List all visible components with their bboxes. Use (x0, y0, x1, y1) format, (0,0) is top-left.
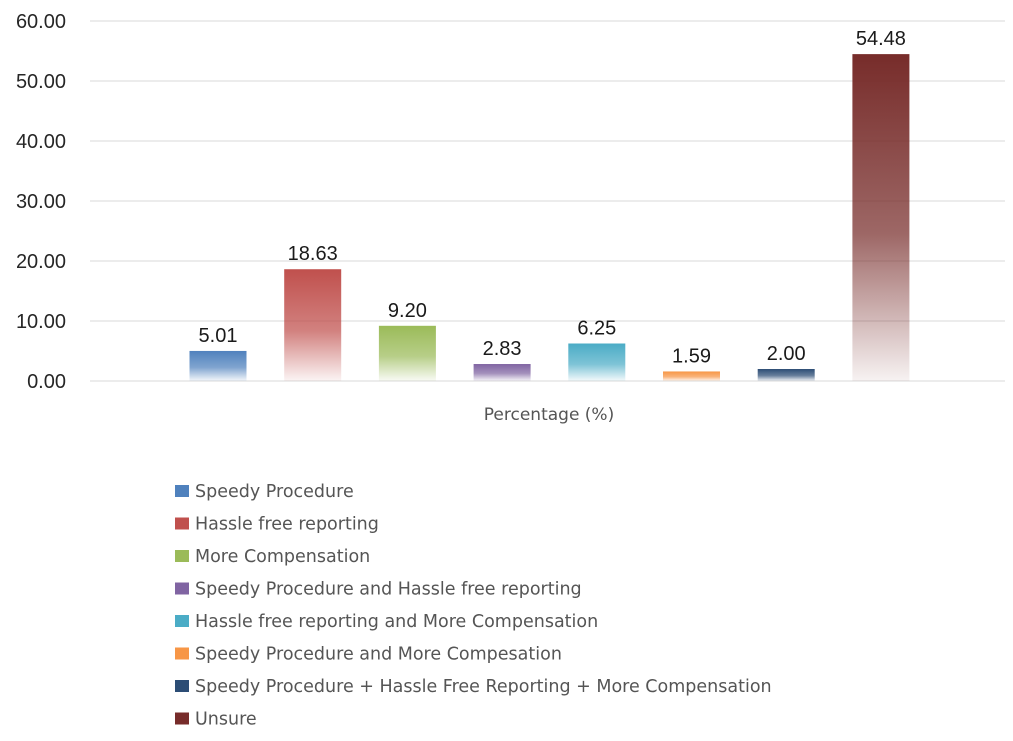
bar (284, 269, 342, 381)
legend-swatch (175, 680, 189, 692)
legend-item: Speedy Procedure and More Compesation (175, 645, 562, 665)
legend-item: Speedy Procedure (175, 482, 354, 502)
data-label: 6.25 (577, 318, 616, 340)
y-tick-label: 0.00 (27, 371, 66, 393)
y-axis-tick-labels: 0.00 10.00 20.00 30.00 40.00 50.00 60.00 (16, 11, 66, 393)
data-label: 1.59 (672, 345, 711, 367)
legend-swatch (175, 582, 189, 595)
bars (189, 54, 910, 382)
data-label: 54.48 (856, 28, 906, 50)
y-tick-label: 20.00 (16, 251, 66, 273)
bar (568, 343, 626, 381)
legend-label: Hassle free reporting (195, 515, 379, 535)
legend-label: Hassle free reporting and More Compensat… (195, 612, 598, 632)
y-tick-label: 50.00 (16, 71, 66, 93)
x-axis-title: Percentage (%) (484, 405, 614, 425)
y-tick-label: 40.00 (16, 131, 66, 153)
legend-swatch (175, 550, 189, 562)
legend-item: Speedy Procedure + Hassle Free Reporting… (175, 677, 772, 697)
bar (852, 54, 910, 382)
gridlines (90, 20, 1005, 382)
legend-label: Speedy Procedure and More Compesation (195, 645, 562, 665)
legend-item: Speedy Procedure and Hassle free reporti… (175, 580, 582, 600)
legend-swatch (175, 517, 189, 530)
data-label: 2.00 (767, 343, 806, 365)
data-label: 2.83 (483, 338, 522, 360)
bar (663, 371, 720, 381)
bar (757, 369, 815, 381)
bar (473, 364, 531, 381)
data-label: 5.01 (199, 325, 238, 347)
data-labels: 5.01 18.63 9.20 2.83 6.25 1.59 2.00 54.48 (199, 28, 906, 367)
legend-item: Hassle free reporting and More Compensat… (175, 612, 598, 632)
y-tick-label: 10.00 (16, 311, 66, 333)
legend-label: More Compensation (195, 547, 370, 567)
legend-item: Hassle free reporting (175, 515, 379, 535)
legend-label: Speedy Procedure + Hassle Free Reporting… (195, 677, 772, 697)
legend-item: More Compensation (175, 547, 370, 567)
legend-swatch (175, 712, 189, 725)
y-tick-label: 30.00 (16, 191, 66, 213)
legend-label: Speedy Procedure and Hassle free reporti… (195, 580, 582, 600)
legend-label: Unsure (195, 710, 257, 730)
bar (378, 325, 436, 381)
legend: Speedy Procedure Hassle free reporting Mor… (175, 482, 772, 730)
y-tick-label: 60.00 (16, 11, 66, 33)
legend-label: Speedy Procedure (195, 482, 354, 502)
legend-swatch (175, 647, 189, 660)
bar (189, 350, 247, 381)
legend-swatch (175, 485, 189, 497)
data-label: 18.63 (288, 243, 338, 265)
data-label: 9.20 (388, 300, 427, 322)
legend-item: Unsure (175, 710, 257, 730)
legend-swatch (175, 615, 189, 627)
